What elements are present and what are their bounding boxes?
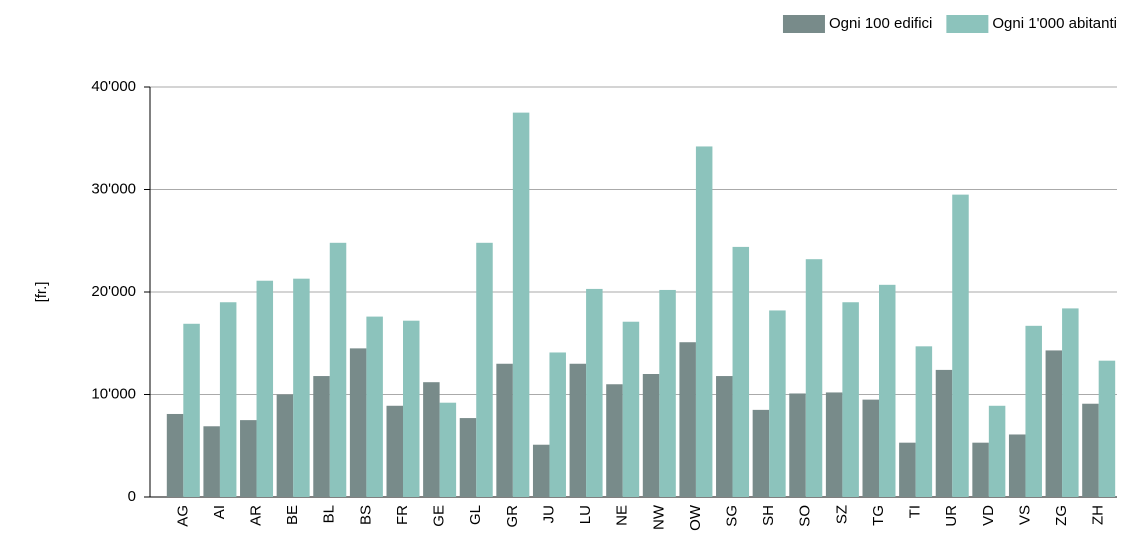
x-tick-label: BL <box>321 505 338 523</box>
x-tick-label: OW <box>687 504 704 531</box>
y-tick-label: 40'000 <box>91 78 136 95</box>
x-tick-label: VD <box>980 505 997 526</box>
y-axis-label: [fr.] <box>33 282 50 303</box>
bar <box>423 382 440 497</box>
legend-label: Ogni 1'000 abitanti <box>992 15 1117 32</box>
bar <box>1062 308 1079 497</box>
x-tick-label: SZ <box>833 505 850 524</box>
legend-swatch <box>946 15 989 33</box>
bar <box>313 376 330 497</box>
bar <box>679 342 696 497</box>
bar <box>622 321 640 497</box>
bar <box>329 242 347 497</box>
bar <box>549 352 566 497</box>
x-tick-label: GL <box>467 505 484 525</box>
bar <box>862 399 879 497</box>
bar <box>952 194 969 497</box>
bar <box>935 369 953 497</box>
bar <box>642 374 660 497</box>
y-tick-label: 10'000 <box>91 385 136 402</box>
bar <box>805 259 823 497</box>
bar <box>240 420 257 497</box>
x-tick-label: NW <box>650 504 667 530</box>
bar <box>789 393 806 497</box>
bar <box>349 348 367 497</box>
y-tick-label: 30'000 <box>91 180 136 197</box>
bar <box>366 316 383 497</box>
x-tick-label: TG <box>870 505 887 526</box>
bar <box>988 405 1006 497</box>
bar <box>166 413 184 497</box>
bar <box>1008 434 1026 497</box>
bar <box>752 409 770 497</box>
bar <box>256 280 274 497</box>
bar <box>386 405 403 497</box>
bar <box>842 302 859 497</box>
bar <box>569 363 587 497</box>
x-tick-label: SO <box>797 505 814 527</box>
x-tick-label: FR <box>394 505 411 525</box>
bar <box>219 302 237 497</box>
x-tick-label: BE <box>284 505 301 525</box>
bar <box>512 112 530 497</box>
bar <box>1082 403 1099 497</box>
bar <box>439 402 457 497</box>
bar <box>769 310 786 497</box>
bar <box>695 146 713 497</box>
x-tick-label: TI <box>907 505 924 518</box>
bar <box>732 246 750 497</box>
bar <box>293 278 310 497</box>
bar <box>972 442 989 497</box>
x-tick-label: ZH <box>1090 505 1107 525</box>
legend-swatch <box>782 15 825 33</box>
bar <box>496 363 513 497</box>
x-tick-label: LU <box>577 505 594 524</box>
bar <box>1098 360 1116 497</box>
x-tick-label: SG <box>724 505 741 527</box>
bar <box>716 376 733 497</box>
x-tick-label: GE <box>431 505 448 527</box>
x-tick-label: GR <box>504 505 521 528</box>
bar <box>1045 350 1063 497</box>
x-tick-label: AI <box>211 505 228 519</box>
bar <box>1025 325 1042 497</box>
bar <box>659 289 676 497</box>
x-tick-label: SH <box>760 505 777 526</box>
bar <box>183 323 200 497</box>
bar <box>403 320 420 497</box>
bar <box>915 346 933 497</box>
x-tick-label: VS <box>1016 505 1033 525</box>
x-tick-label: JU <box>540 505 557 523</box>
legend-label: Ogni 100 edifici <box>829 15 932 32</box>
bar <box>606 384 623 497</box>
bar <box>476 242 493 497</box>
bar <box>586 288 603 497</box>
x-tick-label: AR <box>248 505 265 526</box>
bar <box>825 392 843 497</box>
bar <box>459 418 477 497</box>
bar <box>276 394 294 497</box>
x-tick-label: BS <box>357 505 374 525</box>
bar <box>203 426 220 497</box>
bar <box>879 284 896 497</box>
y-tick-label: 20'000 <box>91 283 136 300</box>
bar <box>532 444 550 497</box>
y-tick-label: 0 <box>128 488 136 505</box>
x-tick-label: ZG <box>1053 505 1070 526</box>
x-tick-label: NE <box>614 505 631 526</box>
x-tick-label: UR <box>943 505 960 527</box>
x-tick-label: AG <box>174 505 191 527</box>
bar <box>899 442 916 497</box>
